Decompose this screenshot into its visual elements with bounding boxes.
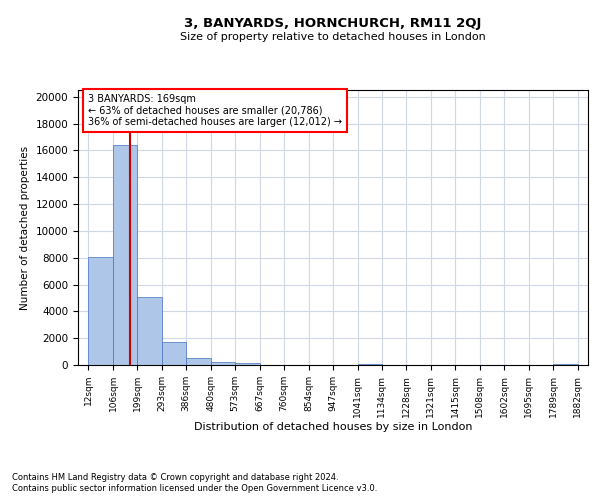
Bar bbox=[162, 342, 186, 365]
Bar bbox=[113, 145, 137, 365]
Bar bbox=[88, 257, 113, 365]
Text: 3, BANYARDS, HORNCHURCH, RM11 2QJ: 3, BANYARDS, HORNCHURCH, RM11 2QJ bbox=[184, 18, 482, 30]
Bar bbox=[358, 364, 382, 365]
Text: 3 BANYARDS: 169sqm
← 63% of detached houses are smaller (20,786)
36% of semi-det: 3 BANYARDS: 169sqm ← 63% of detached hou… bbox=[88, 94, 342, 128]
Text: Contains HM Land Registry data © Crown copyright and database right 2024.: Contains HM Land Registry data © Crown c… bbox=[12, 472, 338, 482]
X-axis label: Distribution of detached houses by size in London: Distribution of detached houses by size … bbox=[194, 422, 472, 432]
Y-axis label: Number of detached properties: Number of detached properties bbox=[20, 146, 30, 310]
Bar bbox=[186, 358, 211, 365]
Bar bbox=[211, 362, 235, 365]
Bar bbox=[235, 363, 260, 365]
Text: Contains public sector information licensed under the Open Government Licence v3: Contains public sector information licen… bbox=[12, 484, 377, 493]
Bar bbox=[553, 364, 578, 365]
Text: Size of property relative to detached houses in London: Size of property relative to detached ho… bbox=[180, 32, 486, 42]
Bar bbox=[137, 298, 162, 365]
